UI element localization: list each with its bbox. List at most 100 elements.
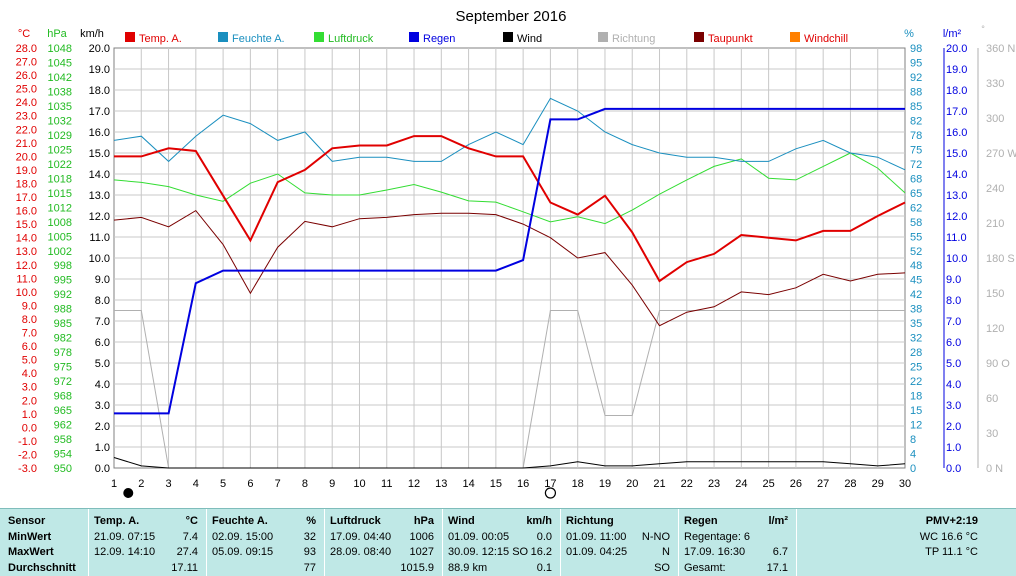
rain-tick-label: 17.0	[946, 106, 967, 118]
stats-wind-max-time: 30.09. 12:15 SO	[448, 546, 529, 558]
wind-tick-label: 9.0	[95, 274, 110, 286]
rain-tick-label: 11.0	[946, 232, 967, 244]
x-tick-label: 5	[220, 478, 226, 490]
pressure-tick-label: 1035	[48, 101, 72, 113]
direction-tick-label: 270 W	[986, 148, 1016, 160]
humidity-tick-label: 48	[910, 260, 922, 272]
legend-swatch	[790, 32, 800, 42]
wind-tick-label: 10.0	[89, 253, 110, 265]
humidity-tick-label: 65	[910, 188, 922, 200]
legend-label: Luftdruck	[328, 33, 374, 45]
rain-tick-label: 10.0	[946, 253, 967, 265]
x-tick-label: 14	[462, 478, 474, 490]
legend-swatch	[125, 32, 135, 42]
humidity-tick-label: 38	[910, 304, 922, 316]
stats-temp-max-value: 27.4	[176, 546, 198, 558]
x-tick-label: 26	[790, 478, 802, 490]
stats-temp-unit: °C	[185, 515, 198, 527]
pressure-tick-label: 972	[54, 376, 72, 388]
direction-tick-label: 60	[986, 393, 998, 405]
x-tick-label: 28	[844, 478, 856, 490]
stats-sensor-column: Sensor MinWert MaxWert Durchschnitt	[0, 509, 88, 576]
pressure-tick-label: 978	[54, 347, 72, 359]
stats-direction-max-time: 01.09. 04:25	[566, 546, 628, 558]
pressure-tick-label: 982	[54, 333, 72, 345]
x-tick-label: 30	[899, 478, 911, 490]
stats-row-max: MaxWert	[8, 546, 54, 558]
stats-direction-min-time: 01.09. 11:00	[566, 531, 627, 543]
humidity-tick-label: 4	[910, 449, 916, 461]
direction-tick-label: 150	[986, 288, 1004, 300]
x-tick-label: 12	[408, 478, 420, 490]
x-tick-label: 9	[329, 478, 335, 490]
stats-pressure-min-time: 17.09. 04:40	[330, 531, 392, 543]
wind-tick-label: 15.0	[89, 148, 110, 160]
wind-tick-label: 12.0	[89, 211, 110, 223]
temp-tick-label: 26.0	[16, 70, 37, 82]
stats-temp-min-time: 21.09. 07:15	[94, 531, 156, 543]
stats-direction-average: SO	[654, 562, 670, 574]
stats-temp-column: Temp. A. °C 21.09. 07:15 7.4 12.09. 14:10 2…	[88, 509, 206, 576]
legend-swatch	[598, 32, 608, 42]
pressure-tick-label: 1025	[48, 144, 72, 156]
pressure-tick-label: 965	[54, 405, 72, 417]
legend-label: Windchill	[804, 33, 848, 45]
temp-tick-label: 17.0	[16, 192, 37, 204]
wind-tick-label: 20.0	[89, 43, 110, 55]
series-line-richtung	[114, 310, 905, 469]
direction-axis-header: °	[981, 24, 985, 34]
statistics-panel: Sensor MinWert MaxWert Durchschnitt Temp…	[0, 508, 1016, 576]
x-tick-label: 23	[708, 478, 720, 490]
legend-swatch	[314, 32, 324, 42]
legend-swatch	[503, 32, 513, 42]
temp-tick-label: 1.0	[22, 409, 37, 421]
stats-dewpoint: TP 11.1 °C	[925, 546, 978, 558]
stats-direction-header: Richtung	[566, 515, 614, 527]
stats-temp-max-time: 12.09. 14:10	[94, 546, 156, 558]
temp-tick-label: 0.0	[22, 422, 37, 434]
pressure-tick-label: 995	[54, 275, 72, 287]
legend-swatch	[409, 32, 419, 42]
x-tick-label: 8	[302, 478, 308, 490]
stats-pressure-max-time: 28.09. 08:40	[330, 546, 392, 558]
stats-wind-min-time: 01.09. 00:05	[448, 531, 510, 543]
temp-tick-label: 2.0	[22, 395, 37, 407]
rain-tick-label: 1.0	[946, 442, 961, 454]
series-line-wind	[113, 457, 906, 469]
rain-tick-label: 6.0	[946, 337, 961, 349]
rain-tick-label: 18.0	[946, 85, 967, 97]
temp-tick-label: 21.0	[16, 138, 37, 150]
pressure-tick-label: 958	[54, 434, 72, 446]
stats-wind-min-value: 0.0	[536, 531, 552, 543]
pressure-tick-label: 950	[54, 463, 72, 475]
rain-tick-label: 20.0	[946, 43, 967, 55]
temp-tick-label: 6.0	[22, 341, 37, 353]
stats-pmv-column: PMV+2:19 WC 16.6 °C TP 11.1 °C	[796, 509, 1016, 576]
stats-sensor-header: Sensor	[8, 515, 46, 527]
pressure-tick-label: 1002	[48, 246, 72, 258]
x-tick-label: 13	[435, 478, 447, 490]
x-tick-label: 2	[138, 478, 144, 490]
wind-tick-label: 7.0	[95, 316, 110, 328]
temp-tick-label: 9.0	[22, 300, 37, 312]
direction-tick-label: 300	[986, 113, 1004, 125]
wind-tick-label: 4.0	[95, 379, 110, 391]
humidity-tick-label: 52	[910, 246, 922, 258]
stats-rain-unit: l/m²	[768, 515, 788, 527]
pressure-tick-label: 954	[54, 449, 72, 461]
humidity-tick-label: 95	[910, 57, 922, 69]
legend-label: Richtung	[612, 33, 655, 45]
stats-rain-total-value: 17.1	[766, 562, 788, 574]
x-tick-label: 11	[381, 478, 392, 490]
stats-humidity-min-value: 32	[303, 531, 316, 543]
x-tick-label: 15	[490, 478, 502, 490]
stats-temp-header: Temp. A.	[94, 515, 140, 527]
y-axes: 28.027.026.025.024.023.022.021.020.019.0…	[16, 43, 1016, 475]
temp-tick-label: 22.0	[16, 124, 37, 136]
stats-humidity-column: Feuchte A.% 02.09. 15:00 32 05.09. 09:15 9…	[206, 509, 324, 576]
pressure-tick-label: 1029	[48, 130, 72, 142]
humidity-tick-label: 12	[910, 420, 922, 432]
legend-label: Regen	[423, 33, 455, 45]
legend-swatch	[218, 32, 228, 42]
chart-legend: Temp. A. Feuchte A. Luftdruck Regen Wind Rich…	[125, 32, 848, 45]
